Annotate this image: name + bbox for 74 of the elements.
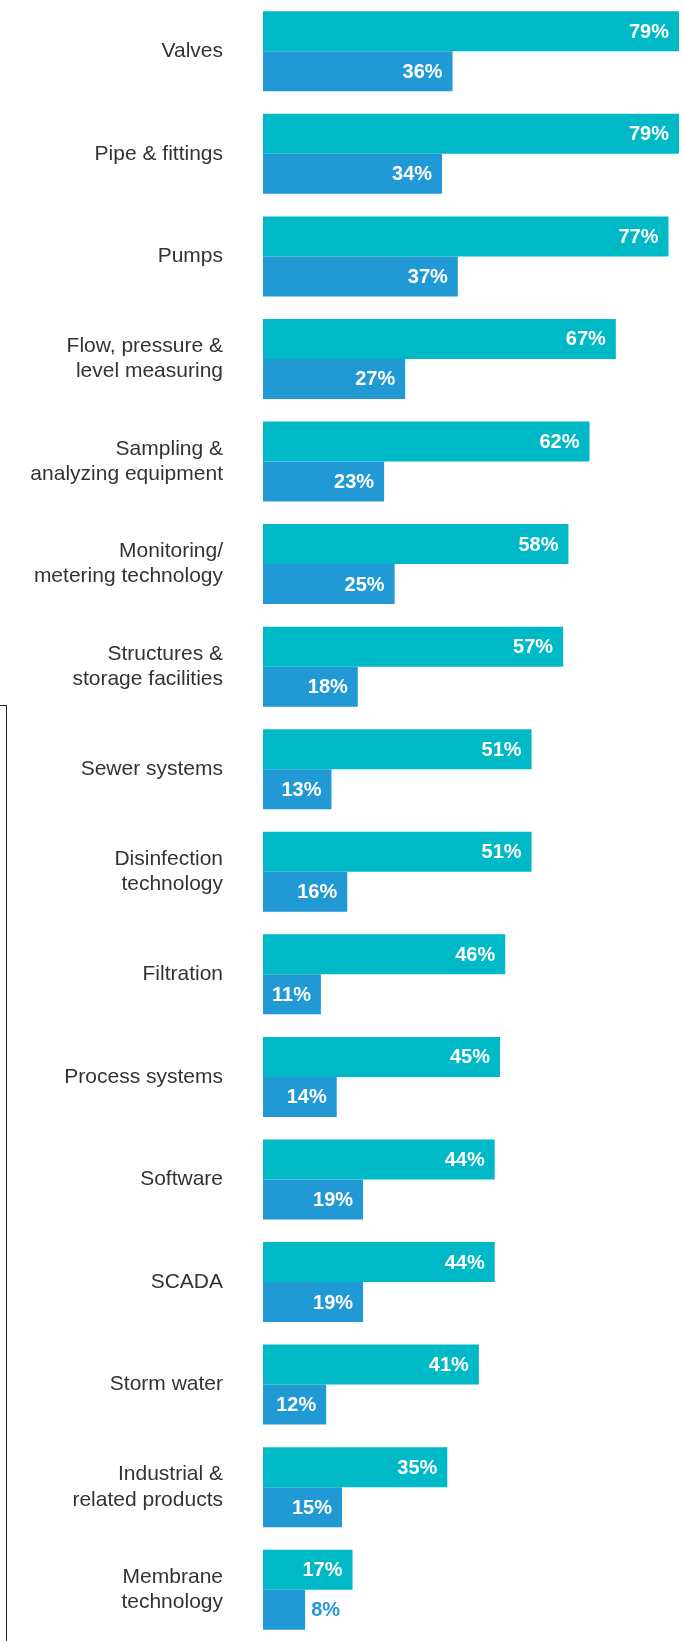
bar [263,524,569,565]
y-tick-label: Process systems [64,1063,223,1087]
y-tick-label: SCADA [150,1268,223,1292]
bar [263,1549,353,1590]
y-tick-label: Pipe & fittings [94,140,223,164]
y-tick-label: Filtration [142,961,223,985]
data-label: 45% [449,1045,491,1068]
y-tick-label: Membrane technology [121,1563,224,1613]
bar [263,1139,495,1180]
data-label: 57% [513,635,554,658]
bar [263,1282,364,1323]
bar [263,831,532,872]
data-label: 62% [539,430,580,453]
bar [263,358,406,399]
data-label: 8% [311,1598,341,1621]
bar [263,11,679,52]
data-label: 51% [481,840,522,863]
bar [263,461,385,502]
bar [263,1179,364,1220]
bar [263,113,679,154]
bar [263,421,590,462]
y-tick-label: Sampling & analyzing equipment [30,435,224,484]
y-tick-label: Pumps [157,243,223,267]
bar [263,51,453,92]
data-label: 35% [397,1455,438,1478]
data-label: 58% [518,532,559,555]
bar [263,1242,495,1283]
y-tick-label: Structures & storage facilities [72,640,223,690]
data-label: 34% [392,162,433,185]
data-label: 11% [271,982,312,1005]
y-tick-label: Software [140,1166,223,1190]
bar [263,1589,306,1630]
bar [263,1447,448,1488]
data-label: 19% [313,1290,354,1313]
y-tick-label: Valves [161,38,223,62]
bar [263,153,443,194]
bar [263,729,532,770]
y-tick-label: Flow, pressure & level measuring [66,333,223,382]
data-label: 44% [444,1250,485,1273]
y-tick-label: Industrial & related products [72,1461,223,1510]
data-label: 37% [407,264,449,287]
bar [263,318,616,359]
bar [263,666,358,707]
data-label: 19% [313,1187,354,1210]
data-label: 15% [291,1495,333,1518]
data-label: 25% [344,572,385,595]
data-label: 27% [355,367,396,390]
data-label: 18% [307,675,348,698]
data-label: 79% [628,122,670,145]
bar [263,216,669,257]
data-label: 13% [281,777,322,800]
data-label: 44% [444,1147,485,1170]
bar [263,564,395,605]
data-label: 67% [565,327,607,350]
data-label: 17% [302,1558,343,1581]
data-label: 79% [628,19,670,42]
bar [263,1036,500,1077]
data-label: 77% [618,224,659,247]
y-tick-label: Disinfection technology [114,845,224,895]
bar [263,626,564,667]
y-tick-label: Storm water [109,1371,223,1395]
bar [263,256,458,297]
y-tick-label: Sewer systems [80,756,223,780]
data-label: 23% [334,470,375,493]
bar [263,934,506,975]
data-label: 41% [428,1353,470,1376]
data-label: 16% [297,880,338,903]
data-label: 46% [455,942,496,965]
data-label: 51% [481,737,522,760]
data-label: 12% [276,1393,317,1416]
data-label: 14% [286,1085,327,1108]
data-label: 36% [402,59,443,82]
bar [263,1344,479,1385]
y-tick-label: Monitoring/ metering technology [33,538,224,587]
